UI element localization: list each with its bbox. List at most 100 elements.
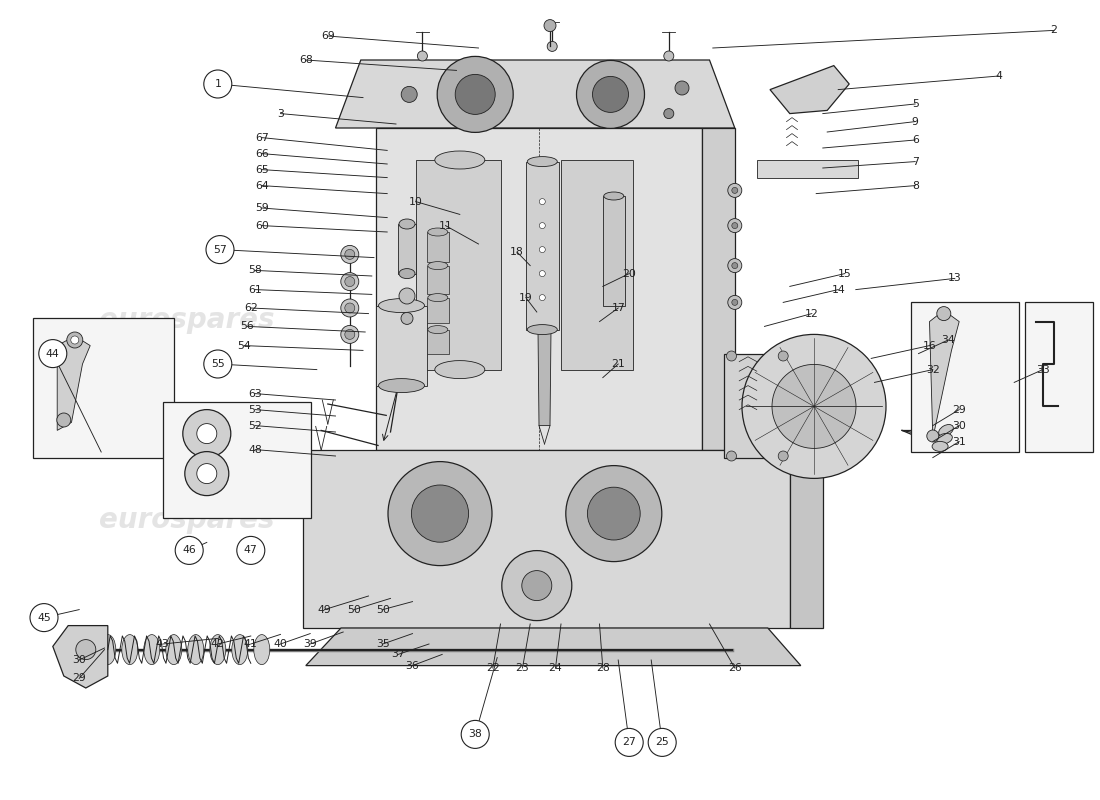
Text: 59: 59 <box>255 203 268 213</box>
Text: 63: 63 <box>249 389 262 398</box>
Circle shape <box>197 464 217 483</box>
Circle shape <box>772 364 856 448</box>
Circle shape <box>728 258 741 273</box>
Text: 64: 64 <box>255 181 268 190</box>
Text: 69: 69 <box>321 31 334 41</box>
Polygon shape <box>376 128 702 450</box>
Text: 3: 3 <box>277 109 284 118</box>
Ellipse shape <box>527 325 558 334</box>
Text: 30: 30 <box>953 421 966 430</box>
Circle shape <box>778 351 789 361</box>
Circle shape <box>732 299 738 306</box>
Circle shape <box>206 235 234 264</box>
Polygon shape <box>930 310 959 438</box>
Text: 41: 41 <box>244 639 257 649</box>
Circle shape <box>732 187 738 194</box>
Bar <box>163 402 311 518</box>
Text: 11: 11 <box>439 221 452 230</box>
Polygon shape <box>526 162 559 330</box>
Ellipse shape <box>428 262 448 270</box>
Text: 61: 61 <box>249 285 262 294</box>
Text: 47: 47 <box>244 546 257 555</box>
Ellipse shape <box>122 634 138 665</box>
Ellipse shape <box>100 634 116 665</box>
Text: 46: 46 <box>183 546 196 555</box>
Circle shape <box>388 462 492 566</box>
Text: 54: 54 <box>238 341 251 350</box>
Text: 23: 23 <box>516 663 529 673</box>
Ellipse shape <box>938 425 954 436</box>
Text: 6: 6 <box>912 135 918 145</box>
Text: 26: 26 <box>728 663 741 673</box>
Circle shape <box>341 246 359 263</box>
Polygon shape <box>790 354 823 458</box>
Text: 25: 25 <box>656 738 669 747</box>
Circle shape <box>732 222 738 229</box>
Polygon shape <box>427 232 449 262</box>
Circle shape <box>411 485 469 542</box>
Polygon shape <box>427 330 449 354</box>
Circle shape <box>539 246 546 253</box>
Text: 14: 14 <box>832 285 845 294</box>
Circle shape <box>417 51 428 61</box>
Polygon shape <box>427 266 449 294</box>
Text: 31: 31 <box>953 437 966 446</box>
Polygon shape <box>724 354 790 458</box>
Ellipse shape <box>378 378 425 393</box>
Text: 53: 53 <box>249 405 262 414</box>
Polygon shape <box>306 628 801 666</box>
Circle shape <box>521 570 552 601</box>
Circle shape <box>57 413 70 427</box>
Ellipse shape <box>166 634 182 665</box>
Text: 15: 15 <box>838 269 851 278</box>
Circle shape <box>539 294 546 301</box>
Circle shape <box>204 350 232 378</box>
Circle shape <box>185 451 229 495</box>
Text: 68: 68 <box>299 55 312 65</box>
Circle shape <box>461 720 490 749</box>
Circle shape <box>927 430 938 442</box>
Circle shape <box>197 424 217 443</box>
Circle shape <box>402 313 412 325</box>
Text: 12: 12 <box>805 309 818 318</box>
Circle shape <box>726 451 737 461</box>
Ellipse shape <box>378 298 425 313</box>
Text: 33: 33 <box>1036 365 1049 374</box>
Text: 20: 20 <box>623 269 636 278</box>
Circle shape <box>344 277 355 286</box>
Text: 40: 40 <box>274 639 287 649</box>
Circle shape <box>937 306 950 321</box>
Circle shape <box>663 109 674 118</box>
Text: eurospares: eurospares <box>517 306 693 334</box>
Polygon shape <box>376 306 427 386</box>
Text: 4: 4 <box>996 71 1002 81</box>
Bar <box>1025 302 1093 452</box>
Text: eurospares: eurospares <box>517 506 693 534</box>
Text: 7: 7 <box>912 157 918 166</box>
Text: eurospares: eurospares <box>99 506 275 534</box>
Circle shape <box>675 81 689 95</box>
Ellipse shape <box>254 634 270 665</box>
Ellipse shape <box>434 361 485 378</box>
Circle shape <box>344 250 355 259</box>
Circle shape <box>341 299 359 317</box>
Text: 67: 67 <box>255 133 268 142</box>
Ellipse shape <box>428 326 448 334</box>
Text: 48: 48 <box>249 445 262 454</box>
Bar <box>911 302 1019 452</box>
Text: 57: 57 <box>213 245 227 254</box>
Ellipse shape <box>527 157 558 166</box>
Text: 37: 37 <box>392 650 405 659</box>
Text: 35: 35 <box>376 639 389 649</box>
Circle shape <box>576 60 645 128</box>
Text: 39: 39 <box>304 639 317 649</box>
Text: 58: 58 <box>249 266 262 275</box>
Ellipse shape <box>399 269 415 278</box>
Circle shape <box>30 603 58 632</box>
Polygon shape <box>336 60 735 128</box>
Ellipse shape <box>232 634 248 665</box>
Circle shape <box>344 330 355 339</box>
Polygon shape <box>427 298 449 323</box>
Polygon shape <box>416 160 500 370</box>
Text: 49: 49 <box>318 605 331 614</box>
